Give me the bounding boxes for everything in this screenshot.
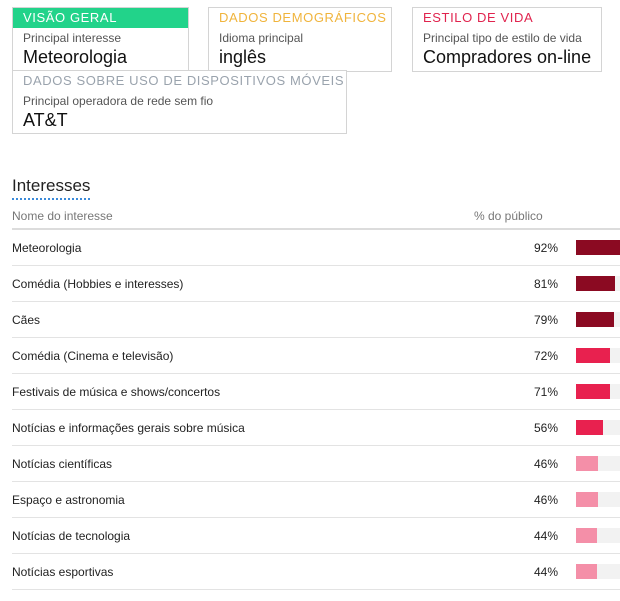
percent-bar-track bbox=[576, 348, 620, 363]
table-row[interactable]: Notícias de tecnologia 44% bbox=[12, 518, 620, 554]
table-header-divider bbox=[12, 228, 620, 230]
interest-name: Notícias esportivas bbox=[12, 565, 114, 579]
percent-bar-track bbox=[576, 564, 620, 579]
interest-percent: 71% bbox=[533, 385, 558, 399]
lifestyle-card[interactable]: ESTILO DE VIDA Principal tipo de estilo … bbox=[412, 7, 602, 72]
interest-percent: 92% bbox=[533, 241, 558, 255]
percent-bar-track bbox=[576, 528, 620, 543]
demographics-card-label: Idioma principal bbox=[219, 31, 304, 45]
interest-name-column-header: Nome do interesse bbox=[12, 209, 113, 223]
interest-percent: 44% bbox=[533, 529, 558, 543]
percent-bar-fill bbox=[576, 492, 598, 507]
demographics-card-value: inglês bbox=[219, 47, 267, 67]
interest-name: Comédia (Hobbies e interesses) bbox=[12, 277, 184, 291]
table-row[interactable]: Notícias esportivas 44% bbox=[12, 554, 620, 590]
interest-percent: 46% bbox=[533, 457, 558, 471]
mobile-card-header: DADOS SOBRE USO DE DISPOSITIVOS MÓVEIS bbox=[23, 73, 345, 88]
percent-bar-track bbox=[576, 240, 620, 255]
interest-percent: 44% bbox=[533, 565, 558, 579]
overview-card-value: Meteorologia bbox=[23, 47, 128, 67]
demographics-card[interactable]: DADOS DEMOGRÁFICOS Idioma principal ingl… bbox=[208, 7, 392, 72]
percent-bar-fill bbox=[576, 564, 597, 579]
table-row[interactable]: Comédia (Hobbies e interesses) 81% bbox=[12, 266, 620, 302]
interest-percent: 81% bbox=[533, 277, 558, 291]
interests-title: Interesses bbox=[12, 176, 91, 200]
interest-name: Festivais de música e shows/concertos bbox=[12, 385, 221, 399]
percent-bar-track bbox=[576, 384, 620, 399]
interest-name: Espaço e astronomia bbox=[12, 493, 125, 507]
interest-percent: 56% bbox=[533, 421, 558, 435]
interest-name: Notícias científicas bbox=[12, 457, 113, 471]
percent-bar-fill bbox=[576, 384, 610, 399]
overview-card[interactable]: VISÃO GERAL Principal interesse Meteorol… bbox=[12, 7, 189, 72]
percent-bar-fill bbox=[576, 276, 615, 291]
overview-card-label: Principal interesse bbox=[23, 31, 122, 45]
table-row[interactable]: Cães 79% bbox=[12, 302, 620, 338]
percent-bar-fill bbox=[576, 528, 597, 543]
interest-name: Notícias de tecnologia bbox=[12, 529, 131, 543]
table-row[interactable]: Notícias e informações gerais sobre músi… bbox=[12, 410, 620, 446]
interest-name: Notícias e informações gerais sobre músi… bbox=[12, 421, 245, 435]
percent-bar-fill bbox=[576, 348, 610, 363]
mobile-card-label: Principal operadora de rede sem fio bbox=[23, 94, 214, 108]
interest-name: Meteorologia bbox=[12, 241, 82, 255]
interest-name: Comédia (Cinema e televisão) bbox=[12, 349, 174, 363]
demographics-card-header: DADOS DEMOGRÁFICOS bbox=[219, 10, 387, 25]
table-row[interactable]: Notícias científicas 46% bbox=[12, 446, 620, 482]
table-row[interactable]: Comédia (Cinema e televisão) 72% bbox=[12, 338, 620, 374]
interest-percent: 79% bbox=[533, 313, 558, 327]
percent-bar-fill bbox=[576, 312, 614, 327]
percent-bar-track bbox=[576, 276, 620, 291]
percent-bar-track bbox=[576, 492, 620, 507]
lifestyle-card-header: ESTILO DE VIDA bbox=[423, 10, 534, 25]
interest-name: Cães bbox=[12, 313, 41, 327]
lifestyle-card-value: Compradores on-line bbox=[423, 47, 592, 67]
percent-bar-track bbox=[576, 456, 620, 471]
lifestyle-card-label: Principal tipo de estilo de vida bbox=[423, 31, 582, 45]
table-row[interactable]: Festivais de música e shows/concertos 71% bbox=[12, 374, 620, 410]
overview-card-header: VISÃO GERAL bbox=[13, 8, 188, 28]
percent-bar-track bbox=[576, 312, 620, 327]
audience-percent-column-header: % do público bbox=[474, 209, 543, 223]
interest-percent: 46% bbox=[533, 493, 558, 507]
mobile-card[interactable]: DADOS SOBRE USO DE DISPOSITIVOS MÓVEIS P… bbox=[12, 70, 347, 134]
table-row[interactable]: Meteorologia 92% bbox=[12, 230, 620, 266]
percent-bar-track bbox=[576, 420, 620, 435]
percent-bar-fill bbox=[576, 456, 598, 471]
mobile-card-value: AT&T bbox=[23, 110, 68, 130]
percent-bar-fill bbox=[576, 420, 603, 435]
table-row[interactable]: Espaço e astronomia 46% bbox=[12, 482, 620, 518]
percent-bar-fill bbox=[576, 240, 620, 255]
interest-percent: 72% bbox=[533, 349, 558, 363]
